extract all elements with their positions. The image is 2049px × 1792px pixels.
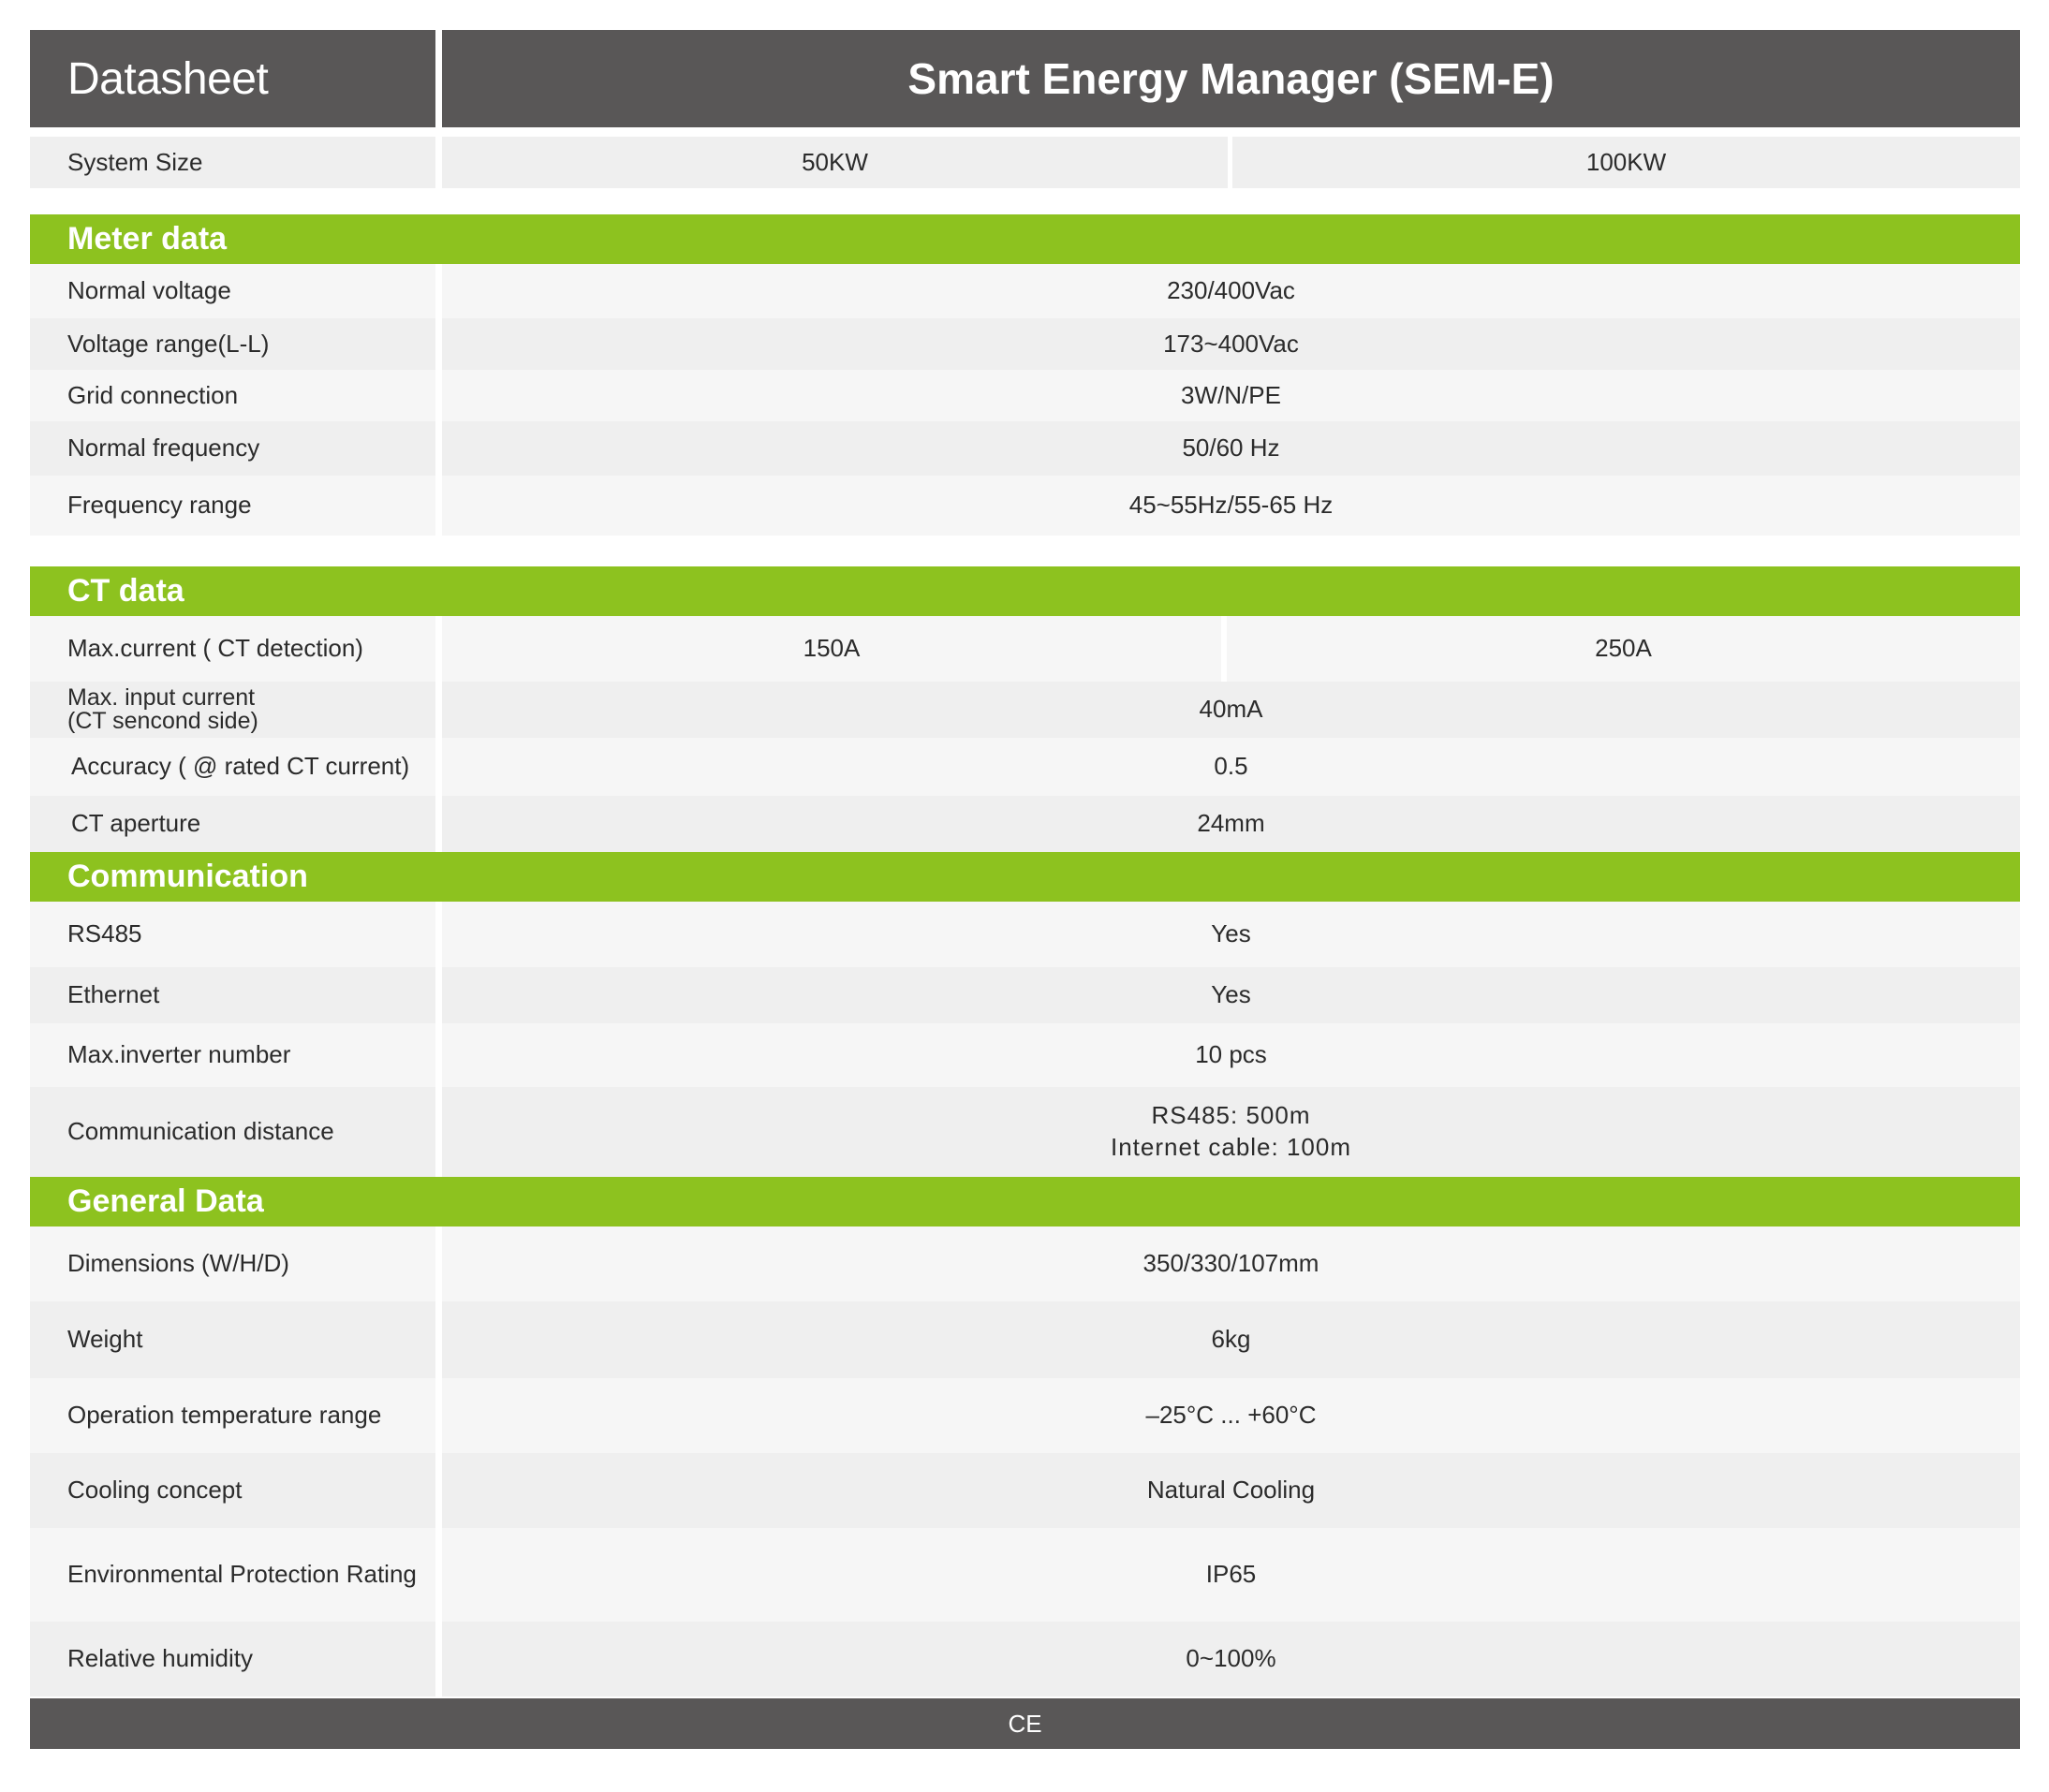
datasheet-title: Datasheet [30,30,435,127]
system-size-100kw: 100KW [1232,137,2020,188]
product-title: Smart Energy Manager (SEM-E) [442,30,2020,127]
row-value: IP65 [442,1528,2020,1622]
row-label: Voltage range(L-L) [30,318,435,370]
row-label: Max.current ( CT detection) [30,616,435,682]
row-label: Environmental Protection Rating [30,1528,435,1622]
label-line: Max. input current [67,684,256,711]
value-line: RS485: 500m [1151,1101,1311,1130]
row-value: 0~100% [442,1622,2020,1697]
row-value: 40mA [442,682,2020,738]
section-ct-data: CT data [30,566,2020,616]
row-label: Frequency range [30,476,435,536]
row-value: 230/400Vac [442,264,2020,318]
system-size-50kw: 50KW [442,137,1228,188]
row-value: 50/60 Hz [442,421,2020,476]
row-value: 0.5 [442,738,2020,796]
row-label: Accuracy ( @ rated CT current) [30,738,435,796]
row-label: Weight [30,1301,435,1378]
row-value: 3W/N/PE [442,370,2020,421]
section-communication: Communication [30,852,2020,902]
row-label: Communication distance [30,1087,435,1177]
row-label: Dimensions (W/H/D) [30,1226,435,1301]
row-value: 10 pcs [442,1023,2020,1087]
row-value: 24mm [442,796,2020,852]
row-label: Max.inverter number [30,1023,435,1087]
row-value: 350/330/107mm [442,1226,2020,1301]
row-value: Yes [442,902,2020,967]
max-current-250a: 250A [1227,616,2020,682]
row-label: Normal frequency [30,421,435,476]
row-label: Grid connection [30,370,435,421]
row-value: Natural Cooling [442,1453,2020,1528]
system-size-label: System Size [30,137,435,188]
row-value: 45~55Hz/55-65 Hz [442,476,2020,536]
value-line: Internet cable: 100m [1110,1133,1352,1161]
row-label: Relative humidity [30,1622,435,1697]
row-label: RS485 [30,902,435,967]
row-value: RS485: 500m Internet cable: 100m [442,1087,2020,1177]
row-value: –25°C ... +60°C [442,1378,2020,1453]
row-value: 6kg [442,1301,2020,1378]
row-value: 173~400Vac [442,318,2020,370]
row-label: Operation temperature range [30,1378,435,1453]
row-label: CT aperture [30,796,435,852]
row-label: Normal voltage [30,264,435,318]
row-label: Ethernet [30,967,435,1023]
row-label: Cooling concept [30,1453,435,1528]
section-meter-data: Meter data [30,214,2020,264]
max-current-150a: 150A [442,616,1221,682]
row-value: Yes [442,967,2020,1023]
section-general-data: General Data [30,1177,2020,1226]
label-line: (CT sencond side) [67,708,258,734]
row-label: Max. input current (CT sencond side) [30,682,435,738]
certification-footer: CE [30,1698,2020,1749]
